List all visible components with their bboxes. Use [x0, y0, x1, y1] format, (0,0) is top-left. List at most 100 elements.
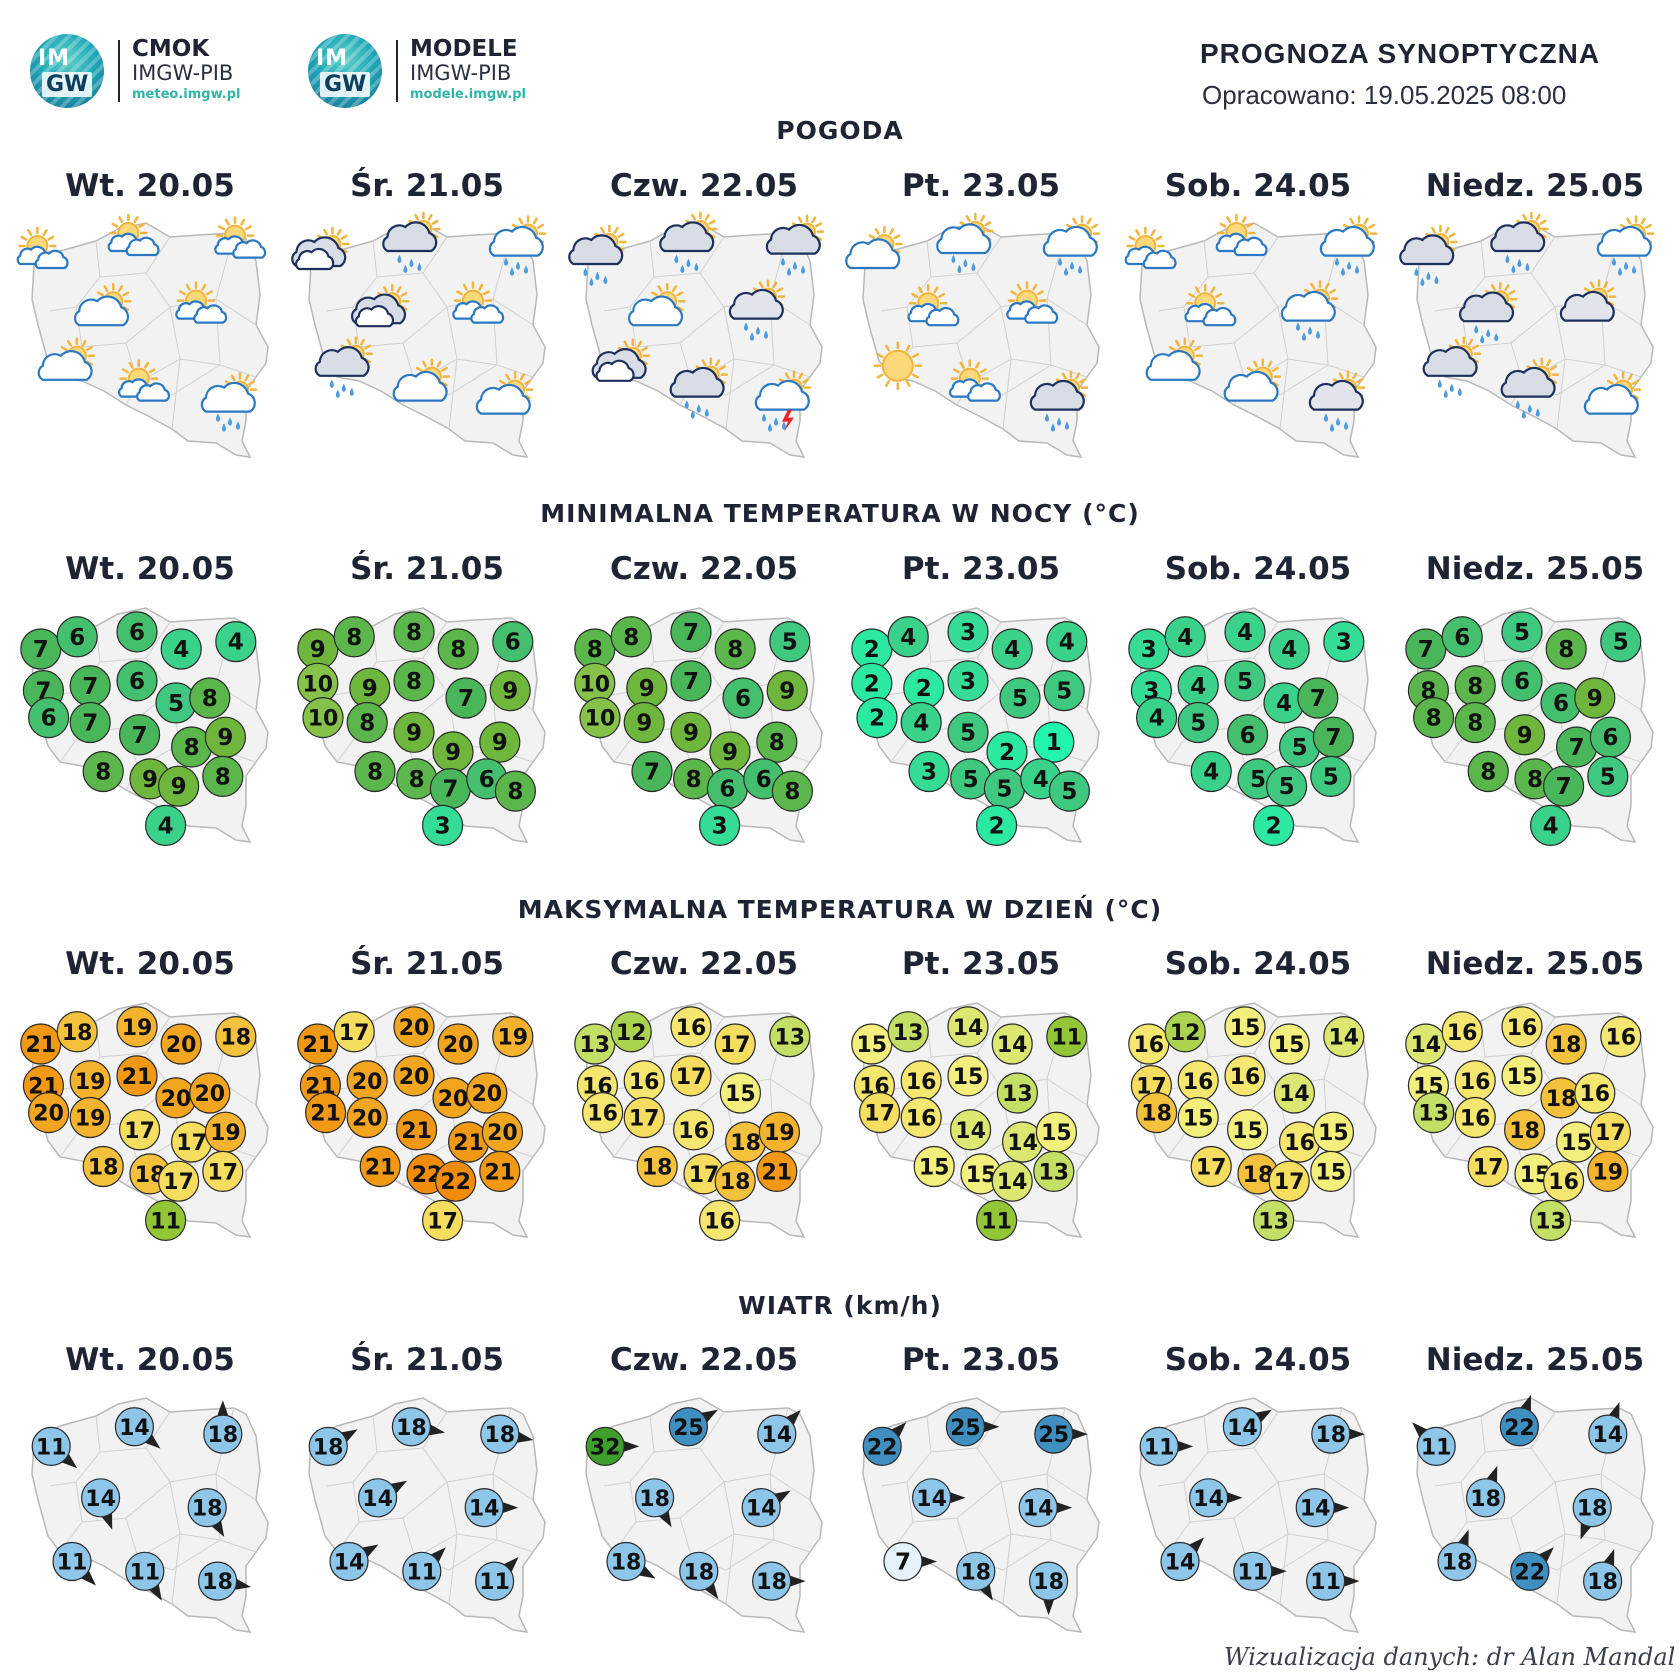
- tmin-badge: 6: [1441, 616, 1483, 658]
- tmax-badge: 14: [1405, 1023, 1447, 1065]
- badge-value: 13: [1418, 1102, 1449, 1127]
- tmin-badge: 6: [722, 677, 764, 719]
- badge-value: 9: [636, 711, 652, 737]
- day-label-tmax: Wt. 20.05: [65, 946, 235, 982]
- tmin-badge: 8: [1413, 696, 1455, 739]
- tmax-badge: 15: [947, 1055, 989, 1097]
- badge-value: 15: [856, 1033, 887, 1058]
- wind-marker: 11: [31, 1426, 78, 1469]
- tmax-badge: 21: [359, 1145, 401, 1188]
- wind-marker: 14: [741, 1487, 791, 1528]
- wind-badge: 11: [1416, 1426, 1456, 1466]
- tmin-badge: 10: [297, 662, 339, 704]
- logo-modele[interactable]: IM GW MODELE IMGW-PIB modele.imgw.pl: [308, 34, 526, 108]
- cloud-rain-icon: [200, 372, 258, 432]
- logo-mark-bottom: GW: [320, 72, 371, 97]
- badge-value: 16: [1284, 1131, 1315, 1156]
- tmax-badge: 20: [155, 1077, 197, 1119]
- tmax-badge: 13: [996, 1072, 1038, 1114]
- badge-value: 18: [611, 1551, 642, 1576]
- badge-value: 14: [997, 1170, 1028, 1195]
- cloud-dark-rain-icon: [1458, 281, 1518, 344]
- region-border: [49, 240, 101, 312]
- badge-value: 20: [438, 1087, 469, 1112]
- badge-value: 8: [346, 625, 362, 651]
- badge-value: 14: [1227, 1416, 1258, 1441]
- cloud-dark-rain-icon: [1399, 224, 1458, 287]
- badge-value: 12: [1170, 1021, 1201, 1046]
- badge-value: 18: [192, 1497, 223, 1522]
- badge-value: 9: [1517, 723, 1533, 749]
- region-border: [448, 358, 458, 430]
- cloud-sun-icon: [845, 225, 903, 270]
- badge-value: 5: [1600, 764, 1616, 790]
- tmax-badge: 14: [991, 1023, 1033, 1065]
- tmin-badge: 7: [69, 665, 111, 707]
- badge-value: 18: [720, 1170, 751, 1195]
- wind-marker: 18: [203, 1400, 243, 1454]
- badge-value: 18: [484, 1423, 515, 1448]
- cloud-dark-rain-icon: [1422, 336, 1482, 398]
- logo-cmok[interactable]: IM GW CMOK IMGW-PIB meteo.imgw.pl: [30, 34, 240, 108]
- badge-value: 19: [1592, 1160, 1623, 1185]
- badge-value: 19: [75, 1070, 106, 1095]
- badge-value: 2: [864, 671, 880, 697]
- tmax-badge: 13: [1413, 1091, 1455, 1134]
- tmin-badge: 4: [1164, 616, 1206, 658]
- imgw-logo-icon: IM GW: [308, 34, 382, 108]
- badge-value: 7: [1556, 774, 1572, 800]
- tmax-badge: 16: [1501, 1006, 1543, 1048]
- wind-badge: 18: [606, 1541, 646, 1582]
- tmin-badge: 3: [422, 804, 464, 846]
- badge-value: 8: [623, 625, 639, 651]
- badge-value: 4: [1190, 674, 1206, 700]
- badge-value: 18: [1442, 1551, 1473, 1576]
- wind-marker: 11: [475, 1557, 519, 1601]
- badge-value: 19: [75, 1107, 106, 1132]
- cloud-dark-rain-icon: [1500, 357, 1560, 419]
- badge-value: 5: [1237, 669, 1253, 695]
- badge-value: 14: [119, 1416, 150, 1441]
- tmin-badge: 4: [160, 628, 202, 670]
- badge-value: 17: [207, 1160, 238, 1185]
- wind-badge: 25: [945, 1407, 986, 1447]
- badge-value: 15: [1507, 1065, 1538, 1090]
- badge-value: 6: [41, 706, 57, 732]
- tmax-badge: 18: [1136, 1091, 1178, 1134]
- logo-url[interactable]: modele.imgw.pl: [410, 87, 526, 102]
- tmax-badge: 16: [900, 1096, 942, 1139]
- tmax-badge: 19: [69, 1060, 111, 1102]
- tmin-badge: 6: [1501, 660, 1543, 702]
- badge-value: 19: [497, 1026, 528, 1051]
- badge-value: 14: [1007, 1131, 1038, 1156]
- tmax-badge: 16: [1600, 1016, 1642, 1058]
- tmax-badge: 18: [714, 1160, 756, 1202]
- region-border: [725, 1533, 735, 1605]
- cloud-grey-rain-icon: [728, 279, 786, 341]
- logo-url[interactable]: meteo.imgw.pl: [132, 87, 241, 102]
- tmin-badge: 3: [1323, 621, 1365, 663]
- wind-badge: 22: [1499, 1407, 1540, 1447]
- badge-value: 17: [124, 1119, 155, 1144]
- badge-value: 16: [906, 1107, 937, 1132]
- badge-value: 10: [308, 707, 339, 732]
- badge-value: 19: [210, 1121, 241, 1146]
- badge-value: 14: [1193, 1487, 1224, 1512]
- badge-value: 8: [202, 686, 218, 712]
- wind-arrow-icon: [1042, 1598, 1055, 1616]
- wind-badge: 18: [1572, 1487, 1612, 1528]
- sun-cloud-small-icon: [118, 359, 170, 402]
- logo-separator: [118, 40, 120, 102]
- badge-value: 21: [761, 1160, 792, 1185]
- badge-value: 20: [194, 1082, 225, 1107]
- wind-marker: 22: [1510, 1547, 1554, 1591]
- wind-badge: 11: [125, 1551, 165, 1591]
- tmax-badge: 16: [582, 1091, 624, 1134]
- day-label-tmax: Śr. 21.05: [350, 946, 504, 982]
- badge-value: 16: [1548, 1170, 1579, 1195]
- badge-value: 4: [1281, 637, 1297, 663]
- map-tmin-1: 9 8 88 610 9 87 910 8 99 98 8 7 6 83: [297, 607, 546, 846]
- wind-badge: 18: [1029, 1561, 1069, 1601]
- badge-value: 3: [960, 620, 976, 646]
- tmax-badge: 14: [949, 1109, 992, 1151]
